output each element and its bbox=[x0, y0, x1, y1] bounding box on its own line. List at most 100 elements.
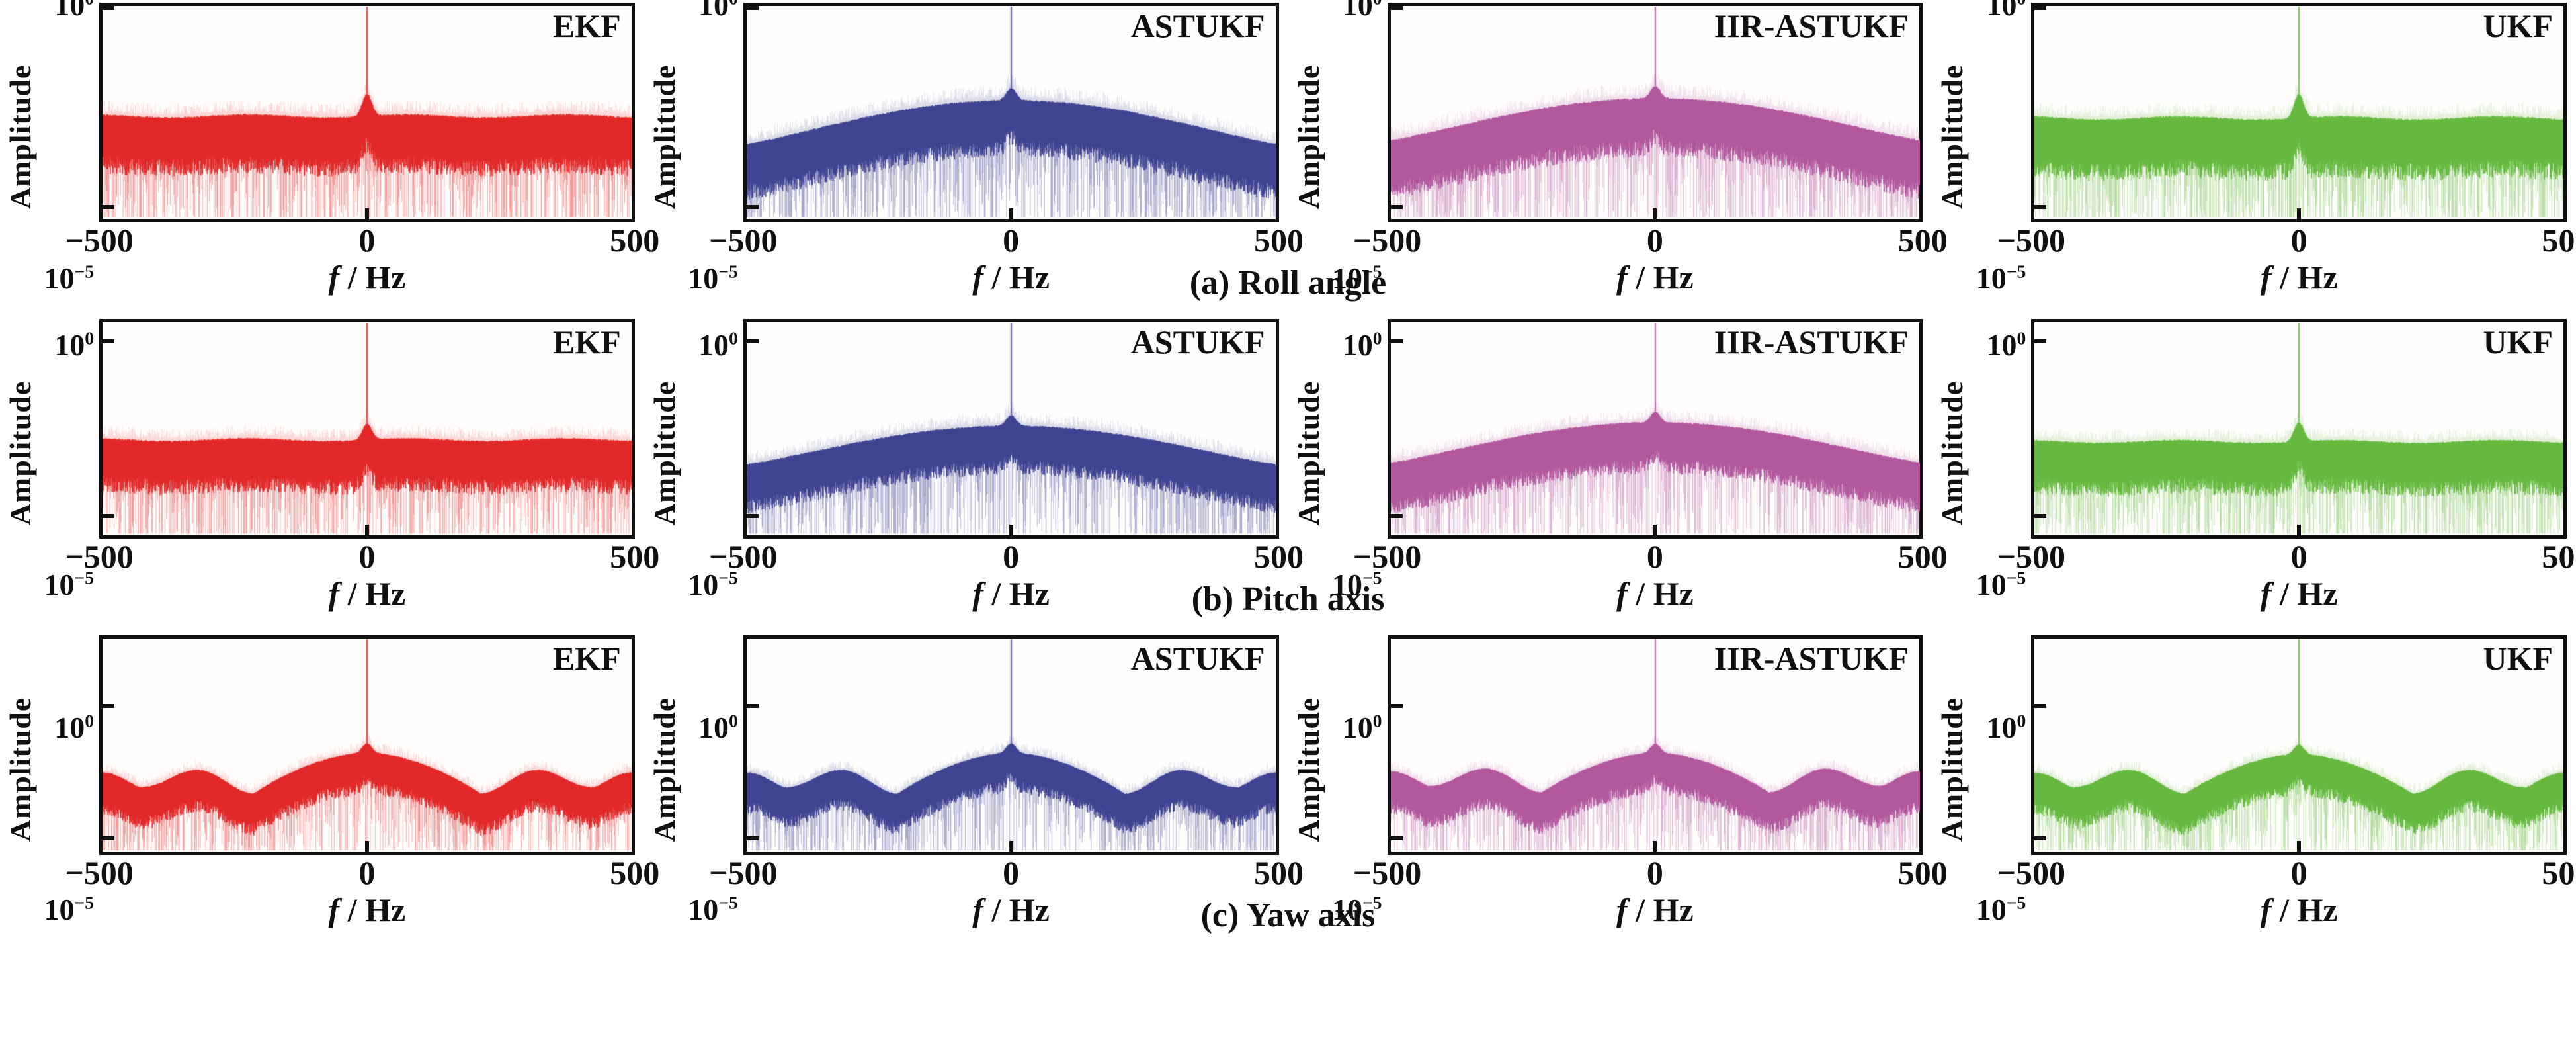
x-tick-500: 500 bbox=[1254, 222, 1304, 259]
spectrum-canvas bbox=[746, 322, 1276, 535]
plot-area: IIR-ASTUKF −500 0 500 f / Hz bbox=[1353, 635, 1948, 928]
y-tick-mark bbox=[1390, 513, 1403, 518]
plot-box: IIR-ASTUKF bbox=[1387, 635, 1923, 855]
spectrum-canvas bbox=[1390, 322, 1920, 535]
row-pitch-panels: Amplitude 100 10−5 EKF −500 0 bbox=[0, 319, 2576, 611]
y-tick-mark bbox=[746, 339, 759, 344]
y-axis-gutter: Amplitude 100 10−5 bbox=[1933, 319, 2031, 611]
spectrum-canvas bbox=[1390, 6, 1920, 219]
spectrum-panel-pitch-ekf: Amplitude 100 10−5 EKF −500 0 bbox=[0, 319, 659, 611]
x-tick-500: 500 bbox=[2542, 538, 2576, 575]
x-tick-labels: −500 0 500 bbox=[709, 539, 1304, 577]
y-tick-mark bbox=[746, 704, 759, 708]
y-axis-label: Amplitude bbox=[647, 381, 681, 526]
y-tick-mark bbox=[103, 339, 114, 344]
y-tick-1e-5: 10−5 bbox=[688, 261, 738, 296]
x-tick-mark-zero bbox=[1653, 525, 1657, 535]
x-tick-mark-zero bbox=[1653, 841, 1657, 852]
row-roll-panels: Amplitude 100 10−5 EKF −500 0 bbox=[0, 0, 2576, 296]
x-axis-label: f / Hz bbox=[1616, 891, 1694, 928]
x-tick-minus500: −500 bbox=[65, 222, 134, 259]
y-tick-mark bbox=[2034, 204, 2047, 209]
y-tick-mark bbox=[2034, 836, 2047, 840]
y-tick-mark bbox=[103, 204, 114, 209]
y-tick-mark bbox=[103, 6, 114, 10]
spectrum-panel-yaw-ekf: Amplitude 100 10−5 EKF −500 0 bbox=[0, 635, 659, 928]
y-tick-1e-5: 10−5 bbox=[688, 567, 738, 602]
x-axis-label: f / Hz bbox=[328, 259, 406, 296]
filter-label: UKF bbox=[2483, 324, 2553, 361]
x-tick-minus500: −500 bbox=[709, 222, 778, 259]
x-tick-mark-zero bbox=[2297, 208, 2302, 219]
x-tick-500: 500 bbox=[1897, 538, 1948, 575]
x-tick-500: 500 bbox=[1897, 222, 1948, 259]
filter-label: EKF bbox=[552, 324, 621, 361]
spectrum-panel-pitch-ukf: Amplitude 100 10−5 UKF −500 0 bbox=[1932, 319, 2576, 611]
x-tick-500: 500 bbox=[1897, 854, 1948, 891]
x-tick-zero: 0 bbox=[2290, 222, 2307, 259]
x-tick-zero: 0 bbox=[358, 854, 376, 891]
plot-area: UKF −500 0 500 f / Hz bbox=[1997, 319, 2576, 612]
x-tick-mark-zero bbox=[364, 525, 369, 535]
filter-label: IIR-ASTUKF bbox=[1714, 640, 1909, 677]
x-axis-label: f / Hz bbox=[972, 259, 1050, 296]
x-axis-label: f / Hz bbox=[2260, 259, 2338, 296]
x-tick-labels: −500 0 500 bbox=[1997, 855, 2576, 893]
y-tick-mark bbox=[746, 836, 759, 840]
x-tick-minus500: −500 bbox=[65, 854, 134, 891]
x-tick-labels: −500 0 500 bbox=[709, 855, 1304, 893]
x-axis-label: f / Hz bbox=[1616, 575, 1694, 612]
spectrum-canvas bbox=[103, 322, 632, 535]
x-tick-labels: −500 0 500 bbox=[1353, 539, 1948, 577]
x-tick-500: 500 bbox=[2542, 222, 2576, 259]
filter-label: UKF bbox=[2483, 7, 2553, 44]
y-tick-1e-5: 10−5 bbox=[1331, 892, 1382, 926]
y-tick-1e-5: 10−5 bbox=[1975, 567, 2026, 602]
y-tick-mark bbox=[746, 204, 759, 209]
x-tick-mark-zero bbox=[364, 208, 369, 219]
x-axis-label: f / Hz bbox=[1616, 259, 1694, 296]
plot-box: UKF bbox=[2031, 319, 2567, 539]
plot-box: EKF bbox=[99, 635, 635, 855]
spectrum-canvas bbox=[746, 6, 1276, 219]
row-pitch-axis: Amplitude 100 10−5 EKF −500 0 bbox=[0, 319, 2576, 618]
plot-area: IIR-ASTUKF −500 0 500 f / Hz bbox=[1353, 3, 1948, 296]
x-tick-500: 500 bbox=[610, 222, 660, 259]
y-tick-1e0: 100 bbox=[1342, 0, 1382, 22]
x-tick-minus500: −500 bbox=[1352, 222, 1422, 259]
y-axis-label: Amplitude bbox=[1291, 697, 1325, 842]
y-axis-gutter: Amplitude 100 10−5 bbox=[1, 0, 99, 296]
x-tick-labels: −500 0 500 bbox=[65, 222, 659, 261]
x-tick-500: 500 bbox=[610, 538, 660, 575]
filter-label: IIR-ASTUKF bbox=[1714, 7, 1909, 44]
plot-area: ASTUKF −500 0 500 f / Hz bbox=[709, 319, 1304, 612]
y-axis-gutter: Amplitude 100 10−5 bbox=[1290, 319, 1388, 611]
filter-label: UKF bbox=[2483, 640, 2553, 677]
y-tick-1e0: 100 bbox=[1986, 0, 2026, 22]
x-tick-zero: 0 bbox=[358, 538, 376, 575]
y-axis-gutter: Amplitude 100 10−5 bbox=[645, 635, 743, 928]
x-axis-label: f / Hz bbox=[972, 575, 1050, 612]
y-axis-gutter: Amplitude 100 10−5 bbox=[645, 319, 743, 611]
y-tick-1e-5: 10−5 bbox=[44, 261, 94, 296]
x-tick-mark-zero bbox=[1653, 208, 1657, 219]
x-tick-minus500: −500 bbox=[709, 538, 778, 575]
y-tick-1e0: 100 bbox=[54, 0, 94, 22]
y-axis-label: Amplitude bbox=[1935, 697, 1970, 842]
y-axis-gutter: Amplitude 100 10−5 bbox=[1933, 0, 2031, 295]
y-axis-gutter: Amplitude 100 10−5 bbox=[1, 635, 99, 928]
row-caption-yaw: (c) Yaw axis bbox=[1200, 897, 1376, 934]
y-axis-label: Amplitude bbox=[1291, 65, 1325, 210]
y-tick-mark bbox=[1390, 339, 1403, 344]
y-axis-label: Amplitude bbox=[1935, 65, 1970, 210]
x-tick-mark-zero bbox=[1009, 841, 1013, 852]
x-tick-labels: −500 0 500 bbox=[1353, 855, 1948, 893]
spectrum-canvas bbox=[2034, 639, 2564, 852]
y-tick-mark bbox=[1390, 6, 1403, 10]
x-tick-minus500: −500 bbox=[1997, 222, 2066, 259]
y-tick-mark bbox=[746, 6, 759, 10]
x-tick-minus500: −500 bbox=[1997, 538, 2066, 575]
x-axis-label: f / Hz bbox=[2260, 575, 2338, 612]
row-roll-angle: Amplitude 100 10−5 EKF −500 0 bbox=[0, 0, 2576, 302]
x-tick-500: 500 bbox=[1254, 538, 1304, 575]
